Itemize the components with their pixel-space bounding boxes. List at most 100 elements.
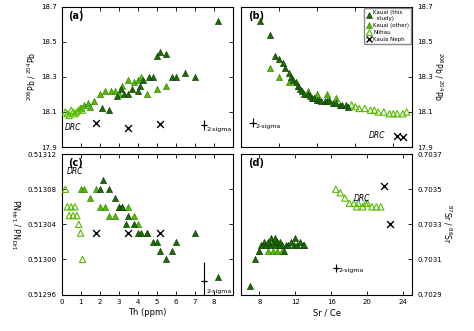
Point <box>264 239 272 245</box>
Point <box>399 135 407 140</box>
Point <box>137 230 145 236</box>
Point <box>294 83 302 88</box>
Point <box>275 243 283 248</box>
Point <box>62 187 69 192</box>
Point <box>65 213 73 218</box>
Point <box>361 106 369 111</box>
Point <box>62 109 69 115</box>
Text: DRC: DRC <box>369 131 386 140</box>
Y-axis label: $\mathregular{^{87}Sr\ /\ ^{86}Sr}$: $\mathregular{^{87}Sr\ /\ ^{86}Sr}$ <box>441 205 453 244</box>
Point <box>128 86 136 92</box>
Point <box>124 78 132 83</box>
Point <box>289 78 296 83</box>
Point <box>79 257 86 262</box>
Point <box>374 109 382 115</box>
Text: 2-sigma: 2-sigma <box>338 268 364 273</box>
Point <box>278 243 286 248</box>
Point <box>323 92 331 97</box>
Point <box>321 99 329 104</box>
Point <box>296 239 304 245</box>
Point <box>143 92 151 97</box>
Point <box>304 92 311 97</box>
Point <box>191 230 199 236</box>
Point <box>255 248 263 253</box>
Point <box>136 83 143 88</box>
Point <box>287 74 294 79</box>
Point <box>143 230 151 236</box>
Point <box>134 88 141 94</box>
Point <box>77 187 84 192</box>
Point <box>75 108 82 113</box>
Point <box>355 201 362 206</box>
X-axis label: Th (ppm): Th (ppm) <box>128 308 166 317</box>
Point <box>386 222 394 227</box>
Point <box>113 94 120 99</box>
Text: (d): (d) <box>248 158 264 168</box>
Point <box>293 243 301 248</box>
Point <box>71 204 79 210</box>
Point <box>257 243 265 248</box>
Point <box>111 213 118 218</box>
Point <box>130 222 137 227</box>
Point <box>315 97 323 102</box>
Point <box>81 102 88 108</box>
Point <box>134 78 141 83</box>
Point <box>124 230 132 236</box>
Point <box>359 204 367 210</box>
Point <box>77 106 84 111</box>
Point <box>317 99 325 104</box>
Point <box>122 222 130 227</box>
Point <box>163 83 170 88</box>
Point <box>390 111 397 117</box>
Point <box>77 106 84 111</box>
Point <box>292 79 300 85</box>
Point <box>73 213 81 218</box>
Point <box>81 187 88 192</box>
Text: 2-sigma: 2-sigma <box>207 289 232 294</box>
Point <box>271 236 278 241</box>
Point <box>153 53 161 59</box>
Point <box>124 204 132 210</box>
Point <box>149 239 157 245</box>
Point <box>255 248 263 253</box>
Legend: Kauai (this
  study), Kauai (other), Niihau, Kaula Neph: Kauai (this study), Kauai (other), Niiha… <box>364 8 411 44</box>
Point <box>280 248 287 253</box>
Point <box>287 239 295 245</box>
Point <box>260 243 268 248</box>
Point <box>380 109 388 115</box>
Point <box>292 236 299 241</box>
Point <box>117 86 124 92</box>
Point <box>105 187 113 192</box>
Point <box>352 104 359 109</box>
Point <box>111 88 118 94</box>
Point <box>137 74 145 79</box>
Text: DRC: DRC <box>354 194 370 203</box>
Point <box>115 204 122 210</box>
Point <box>101 88 109 94</box>
Point <box>393 111 401 117</box>
Point <box>79 108 86 113</box>
Point <box>153 86 161 92</box>
Y-axis label: $\mathregular{^{143}Nd\ /\ ^{144}Nd}$: $\mathregular{^{143}Nd\ /\ ^{144}Nd}$ <box>12 199 25 250</box>
Point <box>100 178 107 183</box>
Text: 2-sigma: 2-sigma <box>255 124 281 129</box>
Point <box>338 102 346 108</box>
Point <box>77 230 84 236</box>
Point <box>149 74 157 79</box>
Point <box>96 92 103 97</box>
Point <box>214 18 221 23</box>
Y-axis label: $\mathregular{^{206}Pb\ /\ ^{204}Pb}$: $\mathregular{^{206}Pb\ /\ ^{204}Pb}$ <box>432 52 444 101</box>
Point <box>266 32 273 37</box>
Point <box>341 195 349 201</box>
Point <box>90 99 98 104</box>
Point <box>86 195 94 201</box>
Point <box>96 187 103 192</box>
Point <box>364 201 371 206</box>
Point <box>172 74 180 79</box>
Point <box>115 92 122 97</box>
Point <box>145 74 153 79</box>
Point <box>362 201 369 206</box>
Point <box>300 92 308 97</box>
Point <box>269 239 277 245</box>
Point <box>69 213 77 218</box>
